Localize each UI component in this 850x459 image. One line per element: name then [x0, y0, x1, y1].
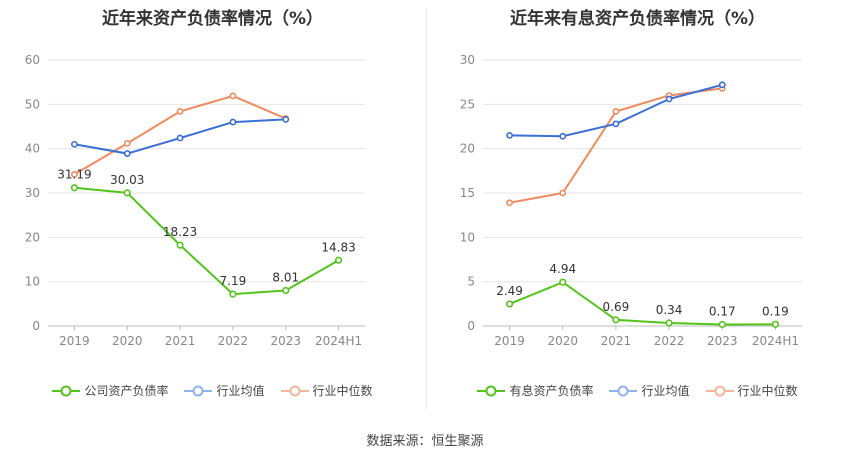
legend-item[interactable]: 行业中位数: [280, 382, 373, 399]
x-tick-label: 2019: [59, 334, 90, 348]
right-chart-title: 近年来有息资产负债率情况（%）: [509, 9, 766, 29]
y-tick-label: 15: [460, 186, 475, 200]
y-tick-label: 30: [25, 186, 40, 200]
y-tick-label: 0: [32, 319, 40, 333]
legend-item[interactable]: 行业均值: [609, 382, 690, 399]
y-tick-label: 25: [460, 97, 475, 111]
data-label: 4.94: [549, 262, 576, 276]
right-chart-legend: 有息资产负债率 行业均值 行业中位数: [425, 382, 850, 399]
y-tick-label: 60: [25, 53, 40, 67]
legend-swatch-blue: [184, 385, 213, 397]
x-tick-label: 2024H1: [752, 334, 799, 348]
y-tick-label: 5: [467, 275, 475, 289]
data-point: [612, 108, 620, 115]
series-line-company: [509, 281, 776, 326]
x-tick-label: 2020: [112, 334, 143, 348]
y-tick-label: 10: [460, 230, 475, 244]
data-label: 18.23: [163, 225, 197, 239]
data-point: [771, 320, 780, 328]
legend-swatch-green: [52, 385, 81, 397]
legend-item[interactable]: 公司资产负债率: [52, 382, 168, 399]
data-point: [665, 95, 673, 103]
x-tick-label: 2019: [494, 334, 525, 348]
x-tick-label: 2023: [270, 334, 301, 348]
left-chart-plot: 0 10 20 30 40 50 60 2019 2020 2021 2022 2023 2024H1 3…: [25, 53, 365, 348]
y-tick-label: 20: [25, 230, 40, 244]
data-point: [505, 300, 514, 308]
data-label: 7.19: [220, 274, 247, 288]
data-point: [559, 189, 567, 197]
data-point: [176, 241, 184, 249]
data-point: [229, 118, 237, 126]
legend-label: 行业均值: [216, 384, 265, 398]
data-point: [123, 139, 131, 147]
data-label: 0.19: [762, 304, 789, 318]
data-source-note: 数据来源：恒生聚源: [366, 434, 484, 449]
right-chart-plot: 0 5 10 15 20 25 30 2019 2020 2021 2022 2023 2024H1 2.…: [460, 53, 802, 348]
data-point: [559, 278, 567, 286]
legend-label: 行业中位数: [312, 384, 373, 398]
data-label: 30.03: [110, 173, 144, 187]
data-point: [229, 290, 237, 298]
y-tick-label: 30: [460, 53, 475, 67]
data-point: [334, 256, 343, 264]
legend-label: 行业均值: [641, 384, 690, 398]
left-chart-legend: 公司资产负债率 行业均值 行业中位数: [0, 382, 425, 399]
legend-label: 行业中位数: [737, 384, 798, 398]
data-point: [176, 134, 184, 142]
data-point: [71, 140, 78, 148]
legend-item[interactable]: 有息资产负债率: [477, 382, 593, 399]
legend-swatch-blue: [609, 385, 638, 397]
y-tick-label: 0: [467, 319, 475, 333]
data-point: [71, 170, 78, 178]
data-point: [718, 320, 726, 329]
data-label: 2.49: [496, 284, 523, 298]
data-point: [282, 286, 290, 295]
y-tick-label: 40: [25, 142, 40, 156]
x-tick-label: 2022: [654, 334, 685, 348]
x-tick-label: 2021: [601, 334, 632, 348]
data-point: [123, 189, 131, 197]
data-point: [506, 131, 513, 139]
data-label: 31.19: [57, 168, 91, 182]
data-point: [665, 319, 673, 327]
legend-swatch-orange: [280, 385, 309, 397]
left-chart-title: 近年来资产负债率情况（%）: [101, 9, 324, 29]
data-label: 0.69: [603, 300, 630, 314]
data-point: [506, 199, 513, 207]
data-point: [123, 150, 131, 157]
data-point: [718, 81, 726, 89]
data-label: 0.17: [709, 304, 736, 318]
data-point: [559, 132, 567, 140]
data-point: [282, 116, 290, 123]
data-point: [612, 316, 620, 324]
data-point: [612, 120, 620, 128]
x-tick-label: 2023: [707, 334, 738, 348]
y-tick-label: 20: [460, 142, 475, 156]
data-label: 0.34: [656, 303, 683, 317]
legend-swatch-orange: [705, 385, 734, 397]
legend-swatch-green: [477, 385, 506, 397]
x-tick-label: 2021: [165, 334, 196, 348]
x-tick-label: 2024H1: [315, 334, 362, 348]
legend-item[interactable]: 行业均值: [184, 382, 265, 399]
data-label: 8.01: [272, 270, 299, 284]
legend-label: 公司资产负债率: [84, 384, 169, 398]
series-line-company: [74, 186, 340, 296]
y-tick-label: 10: [25, 275, 40, 289]
legend-item[interactable]: 行业中位数: [705, 382, 798, 399]
data-label: 14.83: [321, 240, 355, 254]
data-point: [176, 108, 184, 115]
y-tick-label: 50: [25, 97, 40, 111]
series-line-industry-median: [509, 87, 723, 204]
x-tick-label: 2022: [218, 334, 249, 348]
data-point: [70, 184, 79, 192]
chart-divider: [426, 8, 427, 410]
legend-label: 有息资产负债率: [509, 384, 594, 398]
data-point: [229, 92, 237, 100]
x-tick-label: 2020: [547, 334, 578, 348]
